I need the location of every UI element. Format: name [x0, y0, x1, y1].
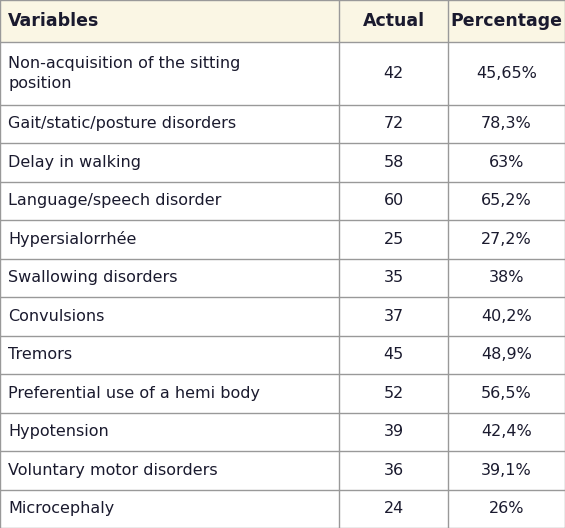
- Text: 60: 60: [384, 193, 403, 208]
- Text: Tremors: Tremors: [8, 347, 72, 362]
- Text: 52: 52: [384, 386, 403, 401]
- Text: 48,9%: 48,9%: [481, 347, 532, 362]
- Text: 72: 72: [384, 116, 403, 131]
- Text: 38%: 38%: [489, 270, 524, 285]
- Text: 65,2%: 65,2%: [481, 193, 532, 208]
- Text: 42,4%: 42,4%: [481, 425, 532, 439]
- Text: Microcephaly: Microcephaly: [8, 501, 114, 516]
- Text: 35: 35: [384, 270, 403, 285]
- Bar: [0, 335, 565, 374]
- Bar: [0, 42, 565, 105]
- Text: Hypotension: Hypotension: [8, 425, 108, 439]
- Bar: [0, 105, 565, 143]
- Text: Actual: Actual: [363, 12, 424, 30]
- Text: Percentage: Percentage: [450, 12, 563, 30]
- Bar: [0, 259, 565, 297]
- Bar: [0, 374, 565, 412]
- Bar: [0, 412, 565, 451]
- Bar: [0, 297, 565, 335]
- Text: 63%: 63%: [489, 155, 524, 170]
- Text: Variables: Variables: [8, 12, 99, 30]
- Text: Gait/static/posture disorders: Gait/static/posture disorders: [8, 116, 236, 131]
- Text: Language/speech disorder: Language/speech disorder: [8, 193, 221, 208]
- Text: 45,65%: 45,65%: [476, 66, 537, 81]
- Text: 56,5%: 56,5%: [481, 386, 532, 401]
- Text: Delay in walking: Delay in walking: [8, 155, 141, 170]
- Bar: [0, 0, 565, 42]
- Text: 42: 42: [384, 66, 403, 81]
- Text: 26%: 26%: [489, 501, 524, 516]
- Text: 24: 24: [384, 501, 403, 516]
- Bar: [0, 451, 565, 489]
- Text: Convulsions: Convulsions: [8, 309, 105, 324]
- Text: 39: 39: [384, 425, 403, 439]
- Text: 45: 45: [384, 347, 403, 362]
- Text: 40,2%: 40,2%: [481, 309, 532, 324]
- Text: 58: 58: [383, 155, 404, 170]
- Text: Swallowing disorders: Swallowing disorders: [8, 270, 177, 285]
- Text: 37: 37: [384, 309, 403, 324]
- Bar: [0, 182, 565, 220]
- Bar: [0, 489, 565, 528]
- Bar: [0, 220, 565, 259]
- Text: 78,3%: 78,3%: [481, 116, 532, 131]
- Text: Hypersialorrhée: Hypersialorrhée: [8, 231, 136, 247]
- Text: Non-acquisition of the sitting
position: Non-acquisition of the sitting position: [8, 56, 240, 91]
- Text: 39,1%: 39,1%: [481, 463, 532, 478]
- Bar: [0, 143, 565, 182]
- Text: 25: 25: [384, 232, 403, 247]
- Text: 27,2%: 27,2%: [481, 232, 532, 247]
- Text: Preferential use of a hemi body: Preferential use of a hemi body: [8, 386, 260, 401]
- Text: Voluntary motor disorders: Voluntary motor disorders: [8, 463, 218, 478]
- Text: 36: 36: [384, 463, 403, 478]
